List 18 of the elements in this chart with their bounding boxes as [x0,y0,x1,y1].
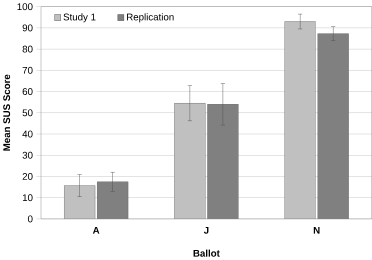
y-tick-label: 70 [22,66,33,74]
y-tick-label: 0 [28,215,33,222]
y-tick-label: 30 [22,152,33,159]
x-tick-label: J [204,226,208,234]
y-tick-label: 40 [22,130,33,138]
y-tick-label: 20 [22,173,33,180]
y-tick-label: 60 [22,88,33,96]
y-tick-label: 50 [22,109,33,116]
x-tick-label: N [314,226,320,234]
y-tick-label: 80 [22,46,33,53]
legend-label: Replication [127,13,174,22]
y-tick-label: 100 [18,3,33,10]
x-axis-title: Ballot [194,250,220,257]
legend-label: Study 1 [64,13,96,22]
x-tick-label: A [92,226,100,234]
y-axis-title: Mean SUS Score [3,74,10,151]
y-tick-label: 90 [22,24,33,32]
y-tick-label: 10 [22,194,33,202]
